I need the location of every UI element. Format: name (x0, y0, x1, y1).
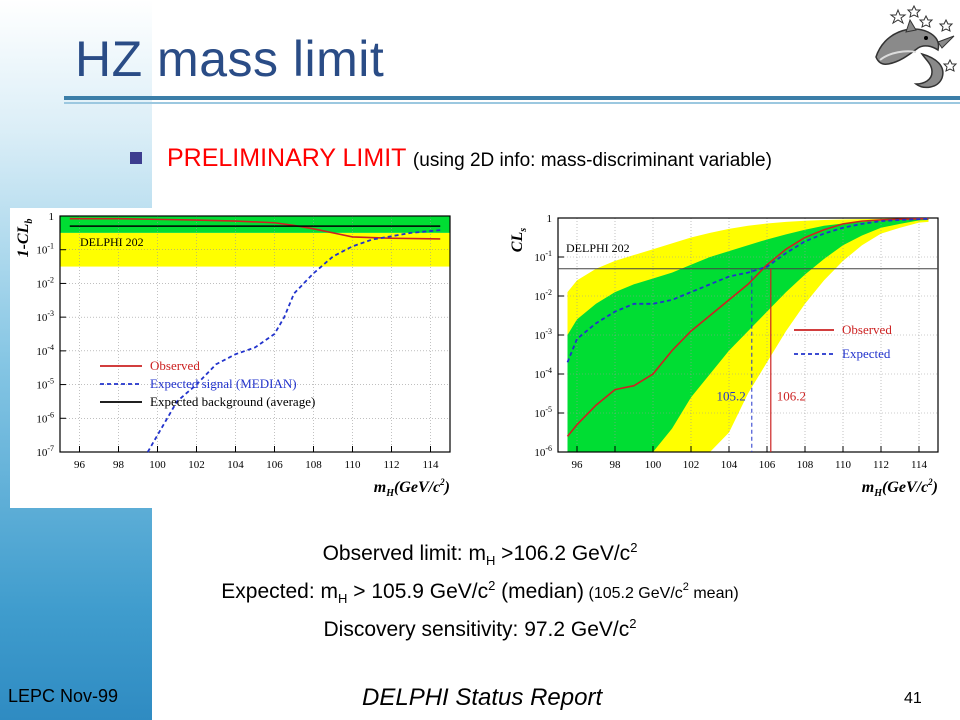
experiment-label: DELPHI 202 (80, 235, 144, 249)
discovery-sensitivity-line: Discovery sensitivity: 97.2 GeV/c2 (0, 616, 960, 642)
y-tick-label: 10-2 (36, 275, 54, 290)
x-tick-label: 114 (911, 459, 928, 471)
x-tick-label: 114 (422, 459, 439, 471)
observed-limit-sup: 2 (630, 540, 638, 555)
series-line-expected-signal-median- (146, 229, 441, 453)
expected-limit-prefix: Expected: m (221, 580, 339, 603)
observed-limit-prefix: Observed limit: m (322, 542, 486, 565)
delphi-dolphin-logo (875, 4, 958, 89)
legend-label: Observed (150, 358, 200, 373)
y-tick-label: 10-3 (534, 327, 552, 342)
expected-limit-mean: (105.2 GeV/c (584, 585, 683, 602)
expected-limit-sup: 2 (488, 578, 496, 593)
y-tick-label: 1 (547, 213, 553, 225)
chart-cls-svg: 1 10-1 10-2 10-3 10-4 10-5 10-6 96 98 100 102 104 10… (509, 213, 939, 499)
y-tick-label: 10-1 (36, 242, 54, 257)
legend-label: Observed (842, 322, 892, 337)
x-tick-label: 98 (113, 459, 125, 471)
x-tick-label: 96 (572, 459, 584, 471)
footer-date: LEPC Nov-99 (8, 686, 119, 706)
y-tick-label: 10-2 (534, 288, 552, 303)
x-tick-label: 106 (266, 459, 283, 471)
preliminary-limit-note: (using 2D info: mass-discriminant variab… (412, 150, 772, 171)
x-tick-label: 108 (797, 459, 814, 471)
x-axis-title: mH(GeV/c2) (862, 477, 938, 499)
band-1sigma (567, 218, 929, 452)
x-tick-label: 112 (383, 459, 399, 471)
y-tick-label: 10-1 (534, 249, 552, 264)
discovery-sensitivity-text: Discovery sensitivity: 97.2 GeV/c (323, 618, 630, 641)
expected-limit-mean-end: mean) (688, 585, 739, 602)
y-tick-label: 10-3 (36, 309, 54, 324)
chart-cls: 1 10-1 10-2 10-3 10-4 10-5 10-6 96 98 100 102 104 10… (478, 196, 950, 512)
slide-number: 41 (904, 690, 922, 707)
y-tick-label: 1 (49, 211, 55, 223)
y-tick-label: 10-5 (36, 377, 54, 392)
expected-limit-value: > 105.9 GeV/c (347, 580, 489, 603)
discovery-sensitivity-sup: 2 (629, 616, 637, 631)
y-axis-title: 1-CLb (15, 219, 35, 258)
limit-label-expected: 105.2 (717, 389, 746, 404)
preliminary-limit-label: PRELIMINARY LIMIT (167, 144, 406, 172)
title-underline (64, 96, 960, 100)
x-tick-label: 112 (873, 459, 889, 471)
y-tick-label: 10-4 (36, 343, 54, 358)
y-axis-title: CLs (509, 228, 529, 252)
x-tick-label: 106 (759, 459, 776, 471)
slide-title: HZ mass limit (75, 31, 385, 87)
series-line-expected (566, 217, 929, 363)
y-tick-label: 10-4 (534, 366, 552, 381)
expected-limit-mean-sup: 2 (682, 581, 689, 593)
expected-limit-median: (median) (495, 580, 585, 603)
y-tick-label: 10-5 (534, 405, 552, 420)
x-axis-title: mH(GeV/c2) (374, 477, 450, 499)
x-tick-label: 104 (227, 459, 244, 471)
series-line-observed (69, 217, 441, 240)
x-tick-label: 110 (344, 459, 361, 471)
x-tick-label: 100 (645, 459, 662, 471)
legend-label: Expected background (average) (150, 394, 315, 409)
y-tick-label: 10-7 (36, 444, 54, 459)
x-tick-label: 100 (149, 459, 166, 471)
limit-label-observed: 106.2 (777, 389, 806, 404)
x-tick-label: 98 (610, 459, 622, 471)
x-tick-label: 110 (835, 459, 852, 471)
y-tick-label: 10-6 (534, 444, 552, 459)
bullet-square (130, 152, 142, 164)
x-tick-label: 108 (305, 459, 322, 471)
observed-limit-value: >106.2 GeV/c (495, 542, 631, 565)
legend-label: Expected (842, 346, 891, 361)
observed-limit-sub: H (485, 553, 496, 569)
plot-frame (59, 215, 451, 453)
observed-limit-line: Observed limit: mH >106.2 GeV/c2 (0, 540, 960, 568)
experiment-label: DELPHI 202 (566, 241, 630, 255)
y-tick-label: 10-6 (36, 410, 54, 425)
x-tick-label: 104 (721, 459, 738, 471)
series-line-observed (566, 217, 929, 437)
x-tick-label: 102 (188, 459, 205, 471)
x-tick-label: 96 (74, 459, 86, 471)
expected-limit-line: Expected: mH > 105.9 GeV/c2 (median) (10… (0, 578, 960, 606)
footer-title: DELPHI Status Report (362, 684, 603, 711)
preliminary-limit-line: PRELIMINARY LIMIT (using 2D info: mass-d… (167, 144, 772, 173)
chart-1-clb: 1 10-1 10-2 10-3 10-4 10-5 10-6 10-7 96 98 100 102 1… (10, 208, 462, 508)
x-tick-label: 102 (683, 459, 700, 471)
chart-1-clb-svg: 1 10-1 10-2 10-3 10-4 10-5 10-6 10-7 96 98 100 102 1… (15, 211, 451, 499)
legend-label: Expected signal (MEDIAN) (150, 376, 297, 391)
title-underline-light (64, 102, 960, 104)
expected-limit-sub: H (338, 591, 348, 607)
